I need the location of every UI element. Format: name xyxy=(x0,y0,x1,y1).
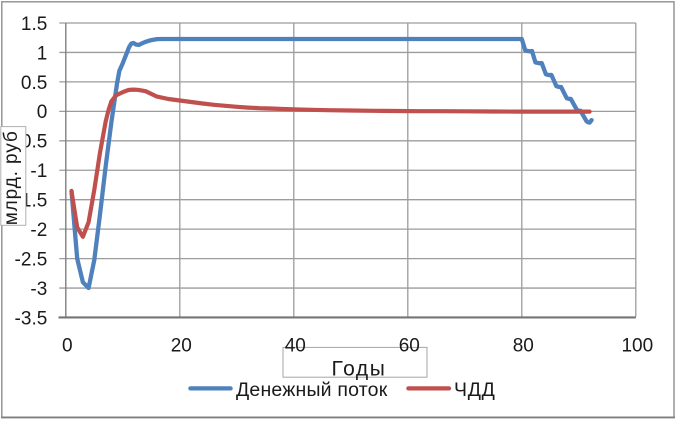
svg-text:-2.5: -2.5 xyxy=(15,250,48,271)
svg-text:0: 0 xyxy=(62,336,73,357)
svg-text:20: 20 xyxy=(171,336,192,357)
svg-text:0: 0 xyxy=(37,102,48,123)
svg-text:Денежный поток: Денежный поток xyxy=(236,379,388,401)
svg-text:40: 40 xyxy=(285,336,306,357)
svg-text:80: 80 xyxy=(513,336,534,357)
svg-text:-1: -1 xyxy=(30,161,47,182)
svg-text:ЧДД: ЧДД xyxy=(454,379,496,401)
svg-text:100: 100 xyxy=(621,336,653,357)
svg-text:-2: -2 xyxy=(30,220,47,241)
svg-text:1: 1 xyxy=(37,43,48,64)
svg-text:-3.5: -3.5 xyxy=(15,308,48,329)
svg-text:0.5: 0.5 xyxy=(21,73,47,94)
svg-text:Годы: Годы xyxy=(332,358,387,381)
svg-text:-3: -3 xyxy=(30,279,47,300)
svg-text:60: 60 xyxy=(399,336,420,357)
svg-text:1.5: 1.5 xyxy=(21,14,47,35)
svg-text:млрд. руб: млрд. руб xyxy=(1,130,22,225)
